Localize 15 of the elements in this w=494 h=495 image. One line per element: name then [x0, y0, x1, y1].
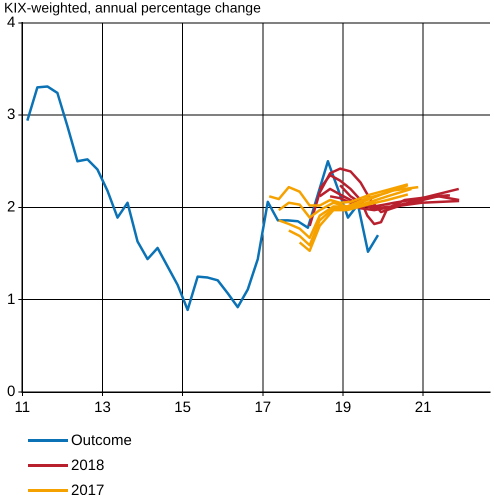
x-tick-label: 17	[254, 399, 272, 416]
y-tick-label: 0	[7, 383, 16, 400]
chart-title: KIX-weighted, annual percentage change	[4, 0, 262, 16]
y-tick-label: 4	[7, 14, 16, 31]
legend-label: Outcome	[71, 432, 132, 449]
x-tick-label: 19	[334, 399, 352, 416]
y-tick-label: 3	[7, 106, 16, 124]
x-tick-label: 21	[414, 399, 432, 416]
y-tick-label: 2	[7, 198, 16, 216]
legend-label: 2017	[71, 482, 104, 495]
legend-label: 2018	[71, 457, 104, 474]
y-tick-label: 1	[7, 290, 16, 308]
x-tick-label: 13	[94, 399, 111, 416]
x-tick-label: 15	[174, 399, 191, 416]
x-tick-label: 11	[14, 399, 30, 416]
